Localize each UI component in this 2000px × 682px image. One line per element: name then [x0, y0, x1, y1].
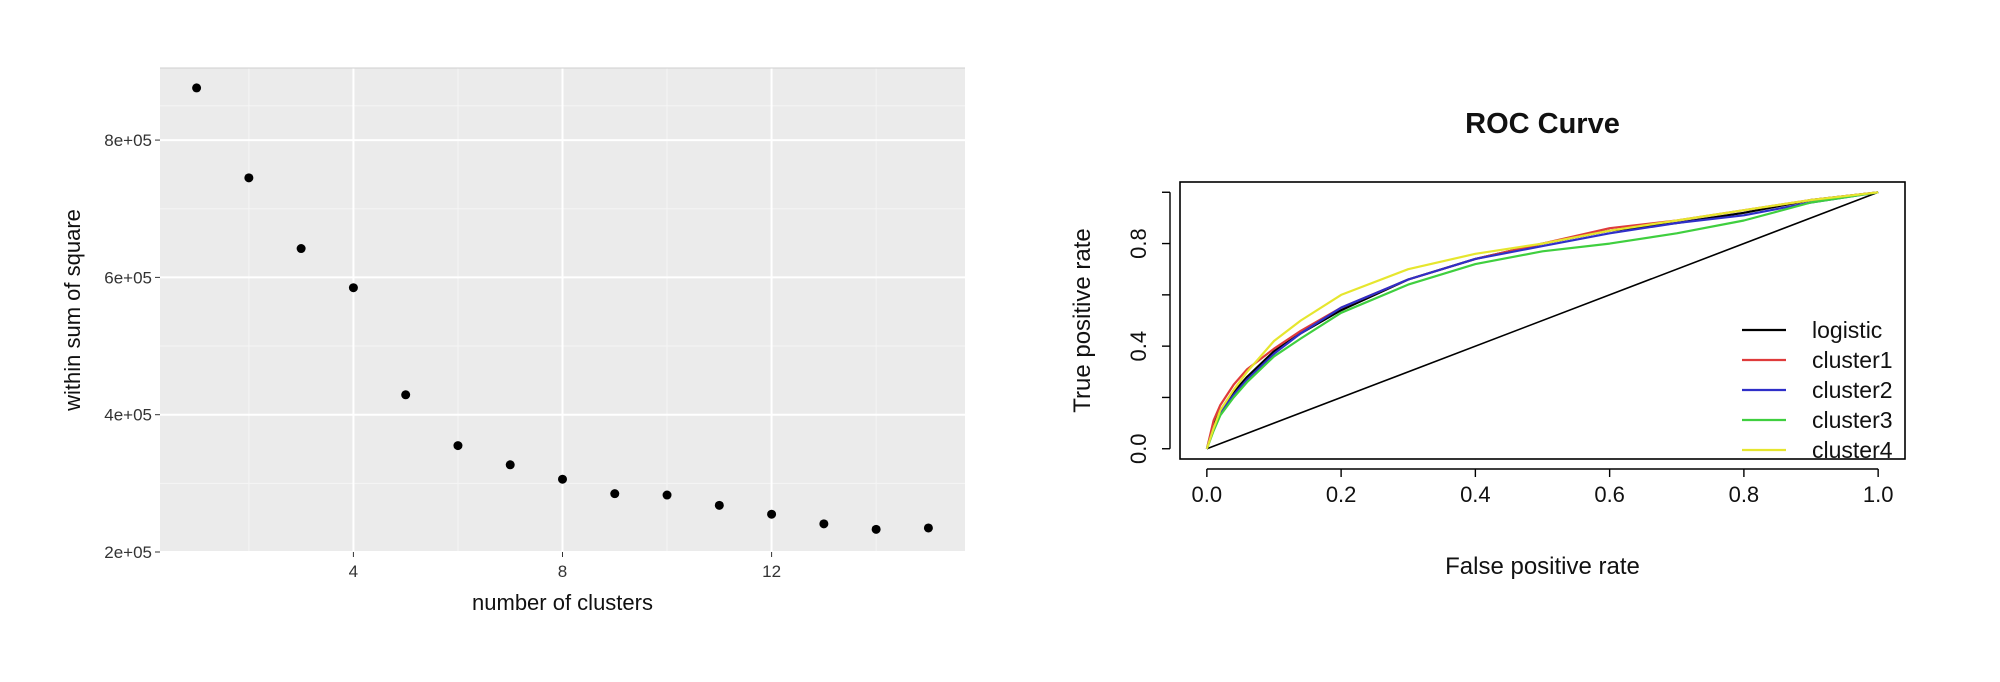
data-point [610, 489, 620, 499]
chart-title: ROC Curve [1465, 108, 1620, 140]
x-axis-title: False positive rate [1445, 553, 1640, 580]
y-tick-label: 4e+05 [104, 406, 152, 425]
x-tick-label: 0.0 [1192, 482, 1223, 507]
elbow-chart: 4 8 12 2e+05 4e+05 6e+05 8e+05 number of cluste… [60, 67, 965, 615]
y-tick-label: 0.8 [1126, 228, 1151, 259]
legend-label-cluster2: cluster2 [1812, 377, 1893, 403]
data-point [558, 474, 567, 484]
x-tick-label: 0.8 [1729, 482, 1760, 507]
y-axis-title: within sum of square [60, 209, 85, 412]
y-axis-title: True positive rate [1069, 228, 1096, 413]
data-point [923, 523, 933, 533]
x-tick-label: 8 [558, 562, 567, 581]
x-tick-label: 1.0 [1863, 482, 1894, 507]
x-axis-title: number of clusters [472, 590, 653, 615]
data-point [767, 509, 777, 519]
y-tick-label: 8e+05 [104, 131, 152, 150]
legend-label-cluster4: cluster4 [1812, 437, 1893, 463]
y-tick-label: 0.0 [1126, 433, 1151, 464]
data-point [871, 524, 881, 534]
data-point [662, 490, 672, 500]
data-point [296, 244, 306, 254]
data-point [714, 500, 724, 510]
roc-curve-cluster2 [1205, 191, 1879, 450]
x-tick-label: 12 [762, 562, 781, 581]
data-point [819, 519, 829, 529]
y-tick-label: 0.4 [1126, 331, 1151, 362]
reference-diagonal [1206, 191, 1879, 450]
x-tick-label: 0.2 [1326, 482, 1357, 507]
legend-label-logistic: logistic [1812, 317, 1882, 343]
data-point [505, 460, 515, 470]
data-point [453, 441, 463, 451]
x-tick-label: 4 [349, 562, 358, 581]
data-point [192, 83, 202, 93]
data-point [244, 173, 254, 183]
plot-box [1179, 181, 1906, 460]
y-tick-label: 2e+05 [104, 543, 152, 562]
roc-curve-cluster3 [1205, 191, 1879, 450]
data-point [401, 390, 411, 400]
roc-chart: ROC Curve 0.0 0.2 0.4 0.6 0.8 1.0 0.0 0.4 0.8 Fals… [1069, 108, 1906, 580]
x-tick-label: 0.4 [1460, 482, 1491, 507]
y-tick-label: 6e+05 [104, 268, 152, 287]
roc-curve-cluster4 [1205, 191, 1879, 450]
x-tick-label: 0.6 [1594, 482, 1625, 507]
legend-label-cluster3: cluster3 [1812, 407, 1893, 433]
data-point [348, 283, 358, 293]
legend-label-cluster1: cluster1 [1812, 347, 1893, 373]
